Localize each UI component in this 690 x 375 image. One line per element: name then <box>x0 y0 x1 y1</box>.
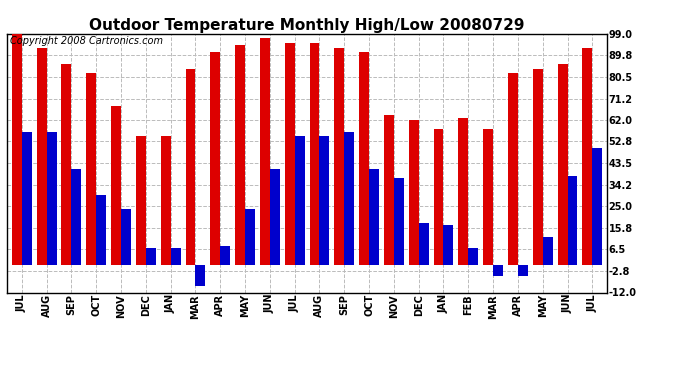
Bar <box>469 248 478 264</box>
Bar <box>86 74 96 264</box>
Bar <box>310 43 319 264</box>
Bar <box>419 223 428 264</box>
Bar <box>245 209 255 264</box>
Title: Outdoor Temperature Monthly High/Low 20080729: Outdoor Temperature Monthly High/Low 200… <box>89 18 525 33</box>
Bar <box>493 264 503 276</box>
Bar <box>37 48 47 264</box>
Bar <box>111 106 121 264</box>
Bar <box>161 136 170 264</box>
Bar <box>12 34 22 264</box>
Bar <box>369 169 379 264</box>
Bar <box>121 209 131 264</box>
Bar <box>61 64 71 264</box>
Bar <box>518 264 528 276</box>
Bar <box>260 38 270 264</box>
Bar <box>592 148 602 264</box>
Bar <box>543 237 553 264</box>
Bar <box>408 120 419 264</box>
Bar <box>558 64 567 264</box>
Bar <box>270 169 279 264</box>
Bar <box>567 176 578 264</box>
Bar <box>195 264 206 285</box>
Bar <box>582 48 592 264</box>
Bar <box>433 129 444 264</box>
Bar <box>359 53 369 264</box>
Bar <box>319 136 329 264</box>
Bar <box>483 129 493 264</box>
Bar <box>47 132 57 264</box>
Bar <box>235 45 245 264</box>
Bar <box>22 132 32 264</box>
Bar <box>533 69 543 264</box>
Text: Copyright 2008 Cartronics.com: Copyright 2008 Cartronics.com <box>10 36 163 46</box>
Bar <box>295 136 304 264</box>
Bar <box>186 69 195 264</box>
Bar <box>170 248 181 264</box>
Bar <box>96 195 106 264</box>
Bar <box>146 248 156 264</box>
Bar <box>508 74 518 264</box>
Bar <box>210 53 220 264</box>
Bar <box>344 132 354 264</box>
Bar <box>458 118 469 264</box>
Bar <box>444 225 453 264</box>
Bar <box>71 169 81 264</box>
Bar <box>394 178 404 264</box>
Bar <box>335 48 344 264</box>
Bar <box>220 246 230 264</box>
Bar <box>384 116 394 264</box>
Bar <box>285 43 295 264</box>
Bar <box>136 136 146 264</box>
